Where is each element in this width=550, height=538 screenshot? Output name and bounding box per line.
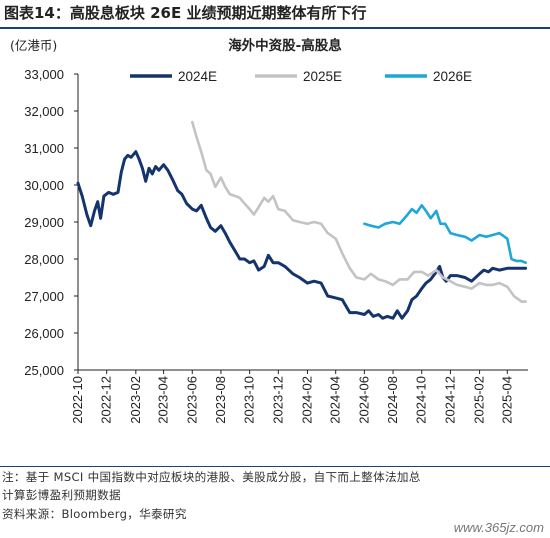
x-tick-label: 2024-08 bbox=[385, 376, 400, 424]
figure-title: 图表14：高股息板块 26E 业绩预期近期整体有所下行 bbox=[0, 0, 550, 27]
x-tick-label: 2023-04 bbox=[156, 376, 171, 424]
footer-rule bbox=[0, 466, 550, 467]
y-tick-label: 32,000 bbox=[24, 104, 64, 119]
figure-title-text: 高股息板块 26E 业绩预期近期整体有所下行 bbox=[69, 4, 367, 22]
x-tick-label: 2025-02 bbox=[472, 376, 487, 424]
y-tick-label: 33,000 bbox=[24, 67, 64, 82]
line-chart: (亿港币) 海外中资股-高股息 25,000 26,000 27,000 28,000 29… bbox=[10, 37, 528, 424]
note-line-1: 注：基于 MSCI 中国指数中对应板块的港股、美股成分股，自下而上整体法加总 bbox=[2, 470, 421, 484]
source-note: 资料来源：Bloomberg，华泰研究 bbox=[2, 507, 187, 521]
figure-label: 图表14： bbox=[4, 4, 70, 22]
x-tick-label: 2024-02 bbox=[299, 376, 314, 424]
x-tick-label: 2025-04 bbox=[499, 376, 514, 424]
legend-label-2024E: 2024E bbox=[178, 69, 217, 84]
chart-title: 海外中资股-高股息 bbox=[228, 37, 342, 54]
x-tick-label: 2023-12 bbox=[270, 376, 285, 424]
series-line-2025E bbox=[191, 120, 527, 303]
x-tick-label: 2022-12 bbox=[99, 376, 114, 424]
y-tick-label: 27,000 bbox=[24, 289, 64, 304]
x-tick-label: 2023-02 bbox=[128, 376, 143, 424]
title-rule bbox=[0, 27, 550, 29]
y-tick-label: 31,000 bbox=[24, 141, 64, 156]
y-tick-label: 28,000 bbox=[24, 252, 64, 267]
series-line-2026E bbox=[363, 204, 527, 264]
x-tick-label: 2023-06 bbox=[184, 376, 199, 424]
note-line-2: 计算彭博盈利预期数据 bbox=[2, 488, 121, 502]
x-tick-label: 2024-04 bbox=[328, 376, 343, 424]
y-unit-label: (亿港币) bbox=[10, 38, 57, 53]
watermark: www.365jz.com bbox=[453, 520, 544, 535]
x-tick-label: 2024-12 bbox=[442, 376, 457, 424]
x-tick-label: 2024-06 bbox=[356, 376, 371, 424]
y-tick-label: 29,000 bbox=[24, 215, 64, 230]
x-tick-label: 2022-10 bbox=[70, 376, 85, 424]
x-tick-label: 2023-10 bbox=[242, 376, 257, 424]
x-tick-label: 2023-08 bbox=[213, 376, 228, 424]
y-tick-label: 26,000 bbox=[24, 326, 64, 341]
x-tick-label: 2024-10 bbox=[414, 376, 429, 424]
y-tick-label: 25,000 bbox=[24, 363, 64, 378]
y-tick-label: 30,000 bbox=[24, 178, 64, 193]
legend-label-2025E: 2025E bbox=[303, 69, 342, 84]
series-line-2024E bbox=[76, 150, 528, 320]
legend-label-2026E: 2026E bbox=[433, 69, 472, 84]
